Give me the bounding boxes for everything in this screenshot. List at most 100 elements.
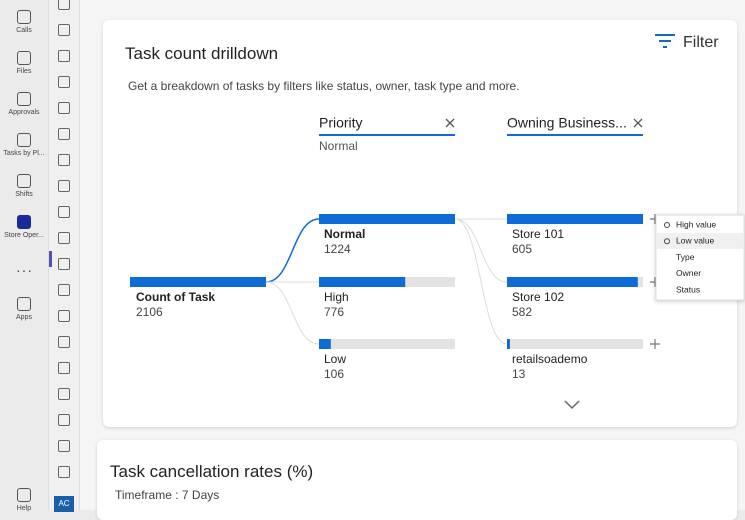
connector — [265, 218, 320, 283]
menu-icon — [664, 238, 670, 245]
card2-title: Task cancellation rates (%) — [110, 462, 314, 481]
tool-icon[interactable] — [58, 362, 70, 374]
tool-icon[interactable] — [58, 102, 70, 114]
tool-icon[interactable] — [58, 206, 70, 218]
node-value: 106 — [324, 367, 344, 381]
tool-icon[interactable] — [58, 232, 70, 244]
bar[interactable] — [507, 277, 638, 287]
filter-label: Filter — [683, 34, 719, 51]
filter-icon — [655, 34, 675, 48]
level-header: Priority — [319, 115, 363, 131]
rail-icon — [17, 10, 31, 24]
node-value: 13 — [512, 367, 526, 381]
tool-icon[interactable] — [58, 24, 70, 36]
node-value: 582 — [512, 305, 532, 319]
tool-icon[interactable] — [58, 310, 70, 322]
tool-icon[interactable] — [58, 154, 70, 166]
menu-item[interactable]: Type — [676, 252, 695, 262]
tool-icon[interactable] — [58, 284, 70, 296]
rail-item[interactable]: Help — [0, 488, 48, 512]
tool-icon[interactable] — [58, 336, 70, 348]
app-rail: Calls Files Approvals Tasks by Pl... Shifts S… — [0, 0, 49, 512]
filter-button[interactable]: Filter — [655, 33, 719, 52]
tool-icon[interactable] — [58, 0, 70, 10]
menu-item[interactable]: Low value — [676, 236, 715, 246]
node-value: 2106 — [136, 305, 163, 319]
card-description: Get a breakdown of tasks by filters like… — [128, 79, 520, 93]
node-label: Count of Task — [136, 290, 215, 304]
rail-label: Help — [16, 505, 32, 512]
card-title: Task count drilldown — [125, 44, 279, 63]
node-label: Normal — [324, 227, 365, 241]
rail-icon — [17, 215, 31, 229]
rail-item[interactable]: Files — [0, 51, 48, 75]
rail-icon — [17, 488, 31, 502]
tool-icon[interactable] — [58, 50, 70, 62]
rail-icon — [17, 297, 31, 311]
remove-level[interactable] — [633, 118, 643, 128]
rail-item[interactable]: Shifts — [0, 174, 48, 198]
node-value: 776 — [324, 305, 344, 319]
level-selected: Normal — [319, 139, 358, 153]
rail-label: Tasks by Pl... — [3, 150, 45, 157]
active-indicator — [49, 251, 52, 267]
avatar[interactable]: AC — [54, 496, 74, 512]
tool-icon[interactable] — [58, 414, 70, 426]
more: ··· — [16, 262, 33, 278]
rail-label: Shifts — [15, 191, 33, 198]
menu-item[interactable]: Status — [676, 284, 700, 294]
node-label: Low — [324, 352, 346, 366]
tool-rail: AC — [49, 0, 80, 512]
rail-label: Apps — [16, 314, 32, 321]
rail-item[interactable]: Calls — [0, 10, 48, 34]
node-value: 1224 — [324, 242, 351, 256]
menu-item[interactable]: Owner — [676, 268, 701, 278]
rail-icon — [17, 92, 31, 106]
node-label: Store 102 — [512, 290, 564, 304]
node-label: retailsoademo — [512, 352, 588, 366]
rail-item[interactable]: Approvals — [0, 92, 48, 116]
menu-hover — [657, 233, 743, 249]
tool-icon[interactable] — [58, 128, 70, 140]
bar[interactable] — [319, 339, 331, 349]
tool-icon[interactable] — [58, 388, 70, 400]
tool-icon[interactable] — [58, 440, 70, 452]
tool-icon[interactable] — [58, 466, 70, 478]
bar-track — [507, 339, 643, 349]
rail-icon — [17, 174, 31, 188]
node-label: High — [324, 290, 349, 304]
level-header: Owning Business... — [507, 115, 627, 131]
expand[interactable] — [650, 339, 660, 349]
tool-icon[interactable] — [58, 180, 70, 192]
rail-label: Store Oper... — [4, 232, 44, 239]
bar-track — [319, 339, 455, 349]
menu-icon — [664, 222, 670, 228]
menu-item[interactable]: High value — [676, 219, 716, 229]
bar — [130, 277, 266, 287]
connector — [454, 218, 508, 283]
rail-label: Approvals — [8, 109, 40, 116]
bar[interactable] — [507, 214, 643, 224]
rail-item[interactable]: Tasks by Pl... — [0, 133, 48, 157]
rail-label: Calls — [16, 27, 32, 34]
remove-level[interactable] — [445, 118, 455, 128]
tool-icon[interactable] — [58, 76, 70, 88]
menu-bg — [655, 214, 745, 301]
node-value: 605 — [512, 242, 532, 256]
context-menu: High value Low value Type Owner Status — [655, 214, 745, 301]
tool-icon[interactable] — [58, 258, 70, 270]
rail-item[interactable]: Apps — [0, 297, 48, 321]
bar[interactable] — [507, 339, 510, 349]
rail-item[interactable]: Store Oper... — [0, 215, 48, 239]
node-label: Store 101 — [512, 227, 564, 241]
collapse-chevron[interactable] — [564, 400, 580, 410]
bar[interactable] — [319, 277, 406, 287]
rail-icon — [17, 51, 31, 65]
connector — [265, 281, 320, 345]
bar[interactable] — [319, 214, 455, 224]
connector — [454, 218, 508, 345]
rail-icon — [17, 133, 31, 147]
rail-label: Files — [16, 68, 32, 75]
